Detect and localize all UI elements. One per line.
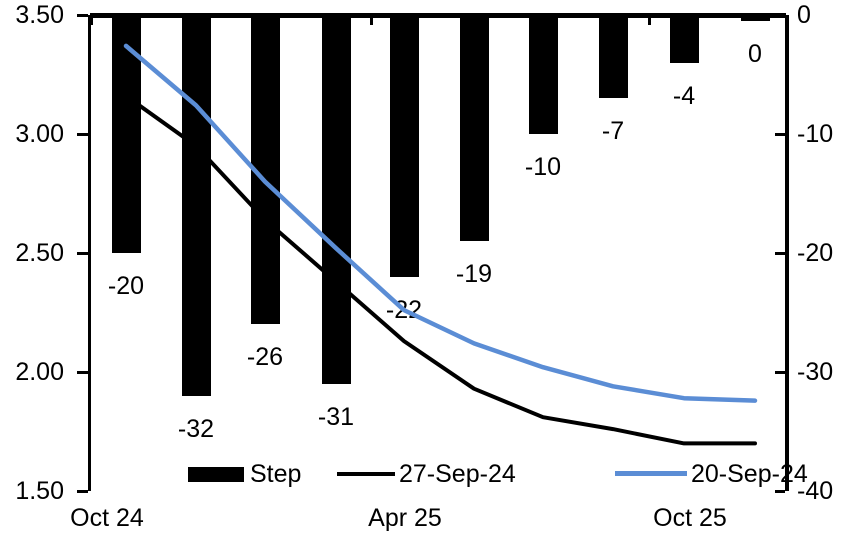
step-bar-value-label-3: -31 — [317, 403, 355, 431]
step-bar-value-label-7: -7 — [601, 117, 625, 145]
step-bar-value-label-0: -20 — [107, 272, 145, 300]
left-axis-tick-3 — [77, 371, 88, 374]
legend-label-20-sep-24: 20-Sep-24 — [691, 460, 808, 488]
right-axis-tick-3 — [775, 371, 785, 374]
line-20-sep-24 — [123, 43, 758, 403]
left-axis-tick-4 — [77, 490, 88, 493]
line-27-sep-24 — [124, 93, 757, 446]
right-axis-tick-2 — [775, 252, 785, 255]
step-bar-7 — [599, 15, 628, 98]
x-axis-label-1: Apr 25 — [368, 504, 442, 532]
step-bar-value-label-9: 0 — [748, 40, 762, 68]
step-bar-8 — [670, 15, 699, 63]
right-axis-tick-label-2: -20 — [797, 239, 834, 267]
step-bar-value-label-1: -32 — [177, 415, 215, 443]
right-axis-tick-label-0: 0 — [797, 1, 811, 29]
step-bar-4 — [390, 15, 419, 277]
top-axis-tick-2 — [648, 15, 651, 25]
left-axis-tick-2 — [77, 252, 88, 255]
left-axis-tick-label-4: 1.50 — [15, 477, 64, 505]
left-axis-line — [88, 15, 91, 491]
x-axis-label-2: Oct 25 — [653, 504, 727, 532]
step-bar-value-label-8: -4 — [672, 82, 696, 110]
step-bar-3 — [322, 15, 351, 384]
left-axis-tick-label-1: 3.00 — [15, 120, 64, 148]
legend-label-27-sep-24: 27-Sep-24 — [399, 460, 516, 488]
step-bar-value-label-5: -19 — [455, 260, 493, 288]
legend-swatch-20-sep-24 — [615, 471, 687, 476]
left-axis-tick-1 — [77, 133, 88, 136]
step-bar-9 — [741, 15, 770, 21]
right-axis-tick-label-1: -10 — [797, 120, 834, 148]
right-axis-tick-4 — [775, 490, 785, 493]
right-axis-line — [785, 15, 789, 491]
right-axis-tick-label-3: -30 — [797, 358, 834, 386]
legend-swatch-27-sep-24 — [337, 472, 395, 476]
left-axis-tick-label-3: 2.00 — [15, 358, 64, 386]
left-axis-tick-label-0: 3.50 — [15, 1, 64, 29]
step-bar-value-label-2: -26 — [246, 343, 284, 371]
right-axis-tick-label-4: -40 — [797, 477, 834, 505]
step-bar-6 — [529, 15, 558, 134]
step-bar-value-label-6: -10 — [524, 153, 562, 181]
legend-swatch-step — [188, 467, 244, 482]
step-bar-1 — [182, 15, 211, 396]
top-axis-line — [90, 13, 786, 18]
step-bar-5 — [460, 15, 489, 241]
left-axis-tick-label-2: 2.50 — [15, 239, 64, 267]
top-axis-tick-1 — [370, 15, 373, 25]
right-axis-tick-1 — [775, 133, 785, 136]
legend-label-step: Step — [250, 460, 302, 488]
right-axis-tick-0 — [775, 14, 785, 17]
left-axis-tick-0 — [77, 14, 88, 17]
top-axis-tick-0 — [90, 15, 93, 25]
x-axis-label-0: Oct 24 — [70, 504, 144, 532]
